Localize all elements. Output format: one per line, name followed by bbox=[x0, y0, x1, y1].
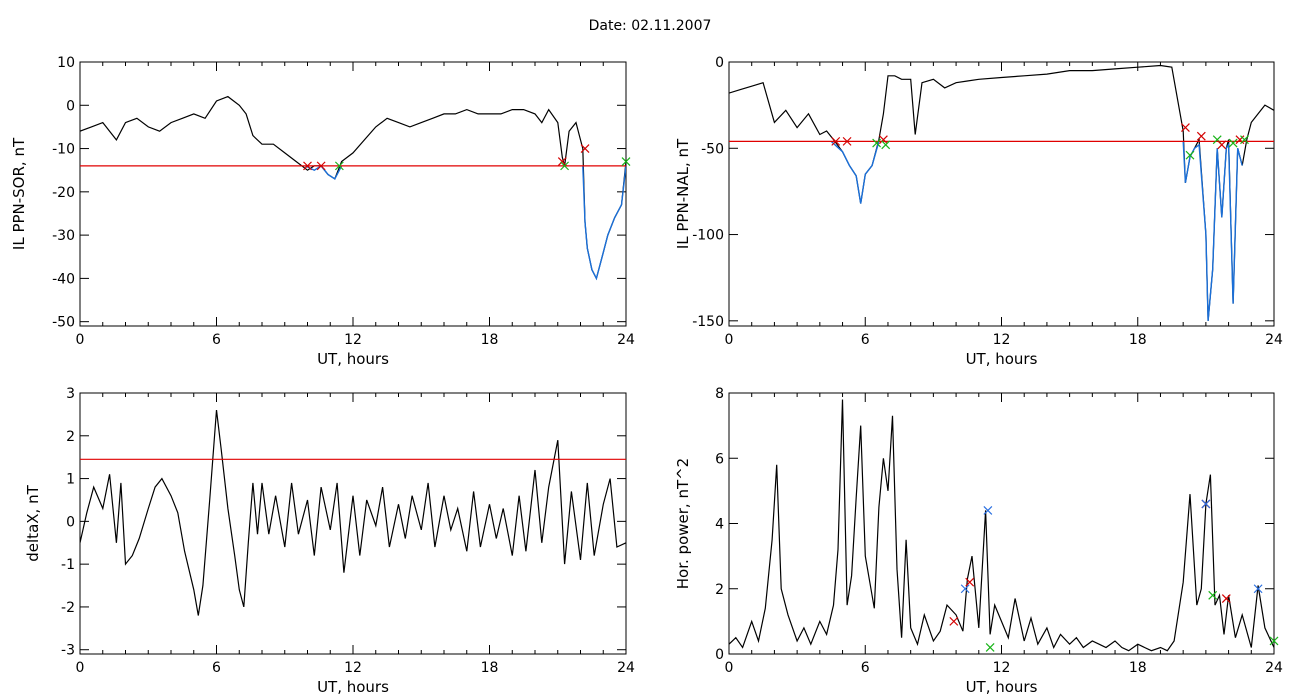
event-marker-red bbox=[878, 135, 888, 145]
event-marker-green bbox=[1228, 138, 1238, 148]
y-tick-label: -50 bbox=[701, 141, 724, 157]
event-marker-green bbox=[1185, 150, 1195, 160]
event-marker-green bbox=[1208, 590, 1218, 600]
x-tick-label: 12 bbox=[993, 332, 1011, 348]
event-marker-red bbox=[316, 161, 326, 171]
x-tick-label: 6 bbox=[861, 332, 870, 348]
event-marker-red bbox=[1181, 123, 1190, 132]
y-tick-label: -20 bbox=[52, 185, 75, 201]
x-tick-label: 0 bbox=[725, 660, 734, 676]
x-tick-label: 12 bbox=[993, 660, 1011, 676]
event-marker-green bbox=[621, 157, 631, 166]
x-tick-label: 24 bbox=[1265, 332, 1283, 348]
x-tick-label: 18 bbox=[1129, 660, 1147, 676]
y-tick-label: 10 bbox=[57, 55, 75, 71]
event-marker-red bbox=[580, 144, 590, 153]
y-tick-label: 6 bbox=[715, 451, 724, 467]
x-tick-label: 12 bbox=[344, 332, 362, 348]
plot-area bbox=[729, 399, 1274, 652]
x-axis-title: UT, hours bbox=[966, 350, 1038, 368]
x-tick-label: 12 bbox=[344, 660, 362, 676]
x-tick-label: 0 bbox=[725, 332, 734, 348]
x-tick-label: 0 bbox=[76, 660, 85, 676]
event-marker-red bbox=[557, 157, 567, 166]
y-tick-label: 3 bbox=[66, 386, 75, 402]
y-axis-title: Hor. power, nT^2 bbox=[674, 458, 692, 589]
x-axis-title: UT, hours bbox=[317, 350, 389, 368]
y-axis-title: deltaX, nT bbox=[24, 484, 42, 561]
event-marker-green bbox=[560, 161, 569, 171]
below-threshold-segment bbox=[582, 165, 626, 281]
x-tick-label: 18 bbox=[481, 332, 499, 348]
event-marker-red bbox=[831, 136, 841, 146]
y-tick-label: 0 bbox=[715, 647, 724, 663]
event-marker-red bbox=[949, 616, 959, 626]
event-marker-green bbox=[872, 138, 882, 148]
event-marker-red bbox=[1217, 140, 1227, 150]
y-tick-label: -1 bbox=[61, 557, 75, 573]
event-marker-blue bbox=[960, 584, 970, 594]
plot-frame bbox=[79, 61, 627, 327]
event-marker-green bbox=[334, 161, 344, 171]
event-marker-red bbox=[965, 577, 975, 587]
event-marker-green bbox=[1269, 636, 1279, 646]
event-marker-green bbox=[881, 140, 891, 150]
y-tick-label: -150 bbox=[692, 314, 724, 330]
below-threshold-segment bbox=[830, 140, 880, 204]
chart-panel-power: 0 6 12 18 24 8 6 4 2 0 UT, hours Hor. power, nT^2 bbox=[674, 386, 1283, 696]
y-tick-label: 1 bbox=[66, 472, 75, 488]
y-tick-label: 0 bbox=[66, 514, 75, 530]
figure-title: Date: 02.11.2007 bbox=[588, 18, 712, 34]
signal-line bbox=[729, 399, 1274, 652]
below-threshold-segment bbox=[304, 164, 343, 180]
event-marker-blue bbox=[1201, 499, 1211, 509]
y-tick-label: 4 bbox=[715, 517, 724, 533]
y-tick-label: 0 bbox=[66, 98, 75, 114]
x-tick-label: 24 bbox=[617, 332, 635, 348]
y-tick-label: -3 bbox=[61, 643, 75, 659]
below-threshold-segment bbox=[1182, 141, 1243, 321]
event-marker-red bbox=[1221, 594, 1231, 603]
x-tick-label: 24 bbox=[1265, 660, 1283, 676]
x-tick-label: 0 bbox=[76, 332, 85, 348]
plot-frame bbox=[728, 61, 1275, 327]
event-marker-green bbox=[1240, 135, 1249, 145]
event-marker-red bbox=[842, 136, 852, 146]
event-marker-green bbox=[985, 643, 995, 652]
y-axis-title: IL PPN-NAL, nT bbox=[674, 138, 692, 249]
signal-line bbox=[80, 95, 626, 281]
event-marker-red bbox=[1196, 131, 1206, 141]
signal-line bbox=[80, 410, 626, 616]
x-axis-title: UT, hours bbox=[317, 678, 389, 696]
x-tick-label: 24 bbox=[617, 660, 635, 676]
x-tick-label: 6 bbox=[212, 332, 221, 348]
chart-panel-sor: 0 6 12 18 24 10 0 -10 -20 -30 -40 -50 UT, hours IL PP… bbox=[10, 55, 635, 368]
y-tick-label: -2 bbox=[61, 600, 75, 616]
y-tick-label: -100 bbox=[692, 228, 724, 244]
y-tick-label: -40 bbox=[52, 271, 75, 287]
plot-area bbox=[80, 95, 626, 281]
x-tick-label: 6 bbox=[212, 660, 221, 676]
y-tick-label: -30 bbox=[52, 228, 75, 244]
chart-panel-nal: 0 6 12 18 24 0 -50 -100 -150 UT, hours IL PPN-NAL,… bbox=[674, 55, 1283, 368]
y-tick-label: 2 bbox=[66, 429, 75, 445]
plot-area bbox=[80, 410, 626, 616]
plot-area bbox=[729, 64, 1274, 321]
y-tick-label: 0 bbox=[715, 55, 724, 71]
y-tick-label: 2 bbox=[715, 582, 724, 598]
x-tick-label: 18 bbox=[1129, 332, 1147, 348]
x-axis-title: UT, hours bbox=[966, 678, 1038, 696]
x-tick-label: 6 bbox=[861, 660, 870, 676]
signal-line bbox=[729, 64, 1274, 321]
y-axis-title: IL PPN-SOR, nT bbox=[10, 137, 28, 250]
y-tick-label: 8 bbox=[715, 386, 724, 402]
event-marker-blue bbox=[1253, 584, 1263, 594]
x-tick-label: 18 bbox=[481, 660, 499, 676]
chart-panel-deltax: 0 6 12 18 24 3 2 1 0 -1 -2 -3 UT, hours deltaX, nT bbox=[24, 386, 635, 696]
y-tick-label: -10 bbox=[52, 142, 75, 158]
event-marker-red bbox=[303, 161, 312, 171]
y-tick-label: -50 bbox=[52, 315, 75, 331]
event-marker-blue bbox=[983, 506, 993, 515]
